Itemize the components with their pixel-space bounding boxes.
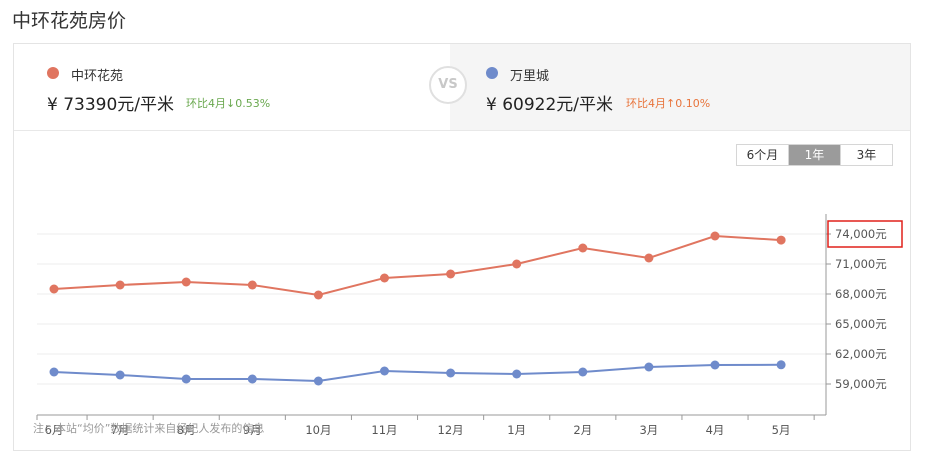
page-title: 中环花苑房价 [12,10,127,32]
data-point [313,376,323,386]
x-tick-label: 4月 [706,423,725,437]
range-3-years-button[interactable]: 3年 [840,145,892,165]
time-range-selector: 6个月 1年 3年 [736,144,893,166]
x-tick-label: 3月 [639,423,658,437]
data-point [313,290,323,300]
right-community-name: 万里城 [510,69,550,84]
comparison-header: 中环花苑 ¥ 73390元/平米 环比4月↓0.53% 万里城 ¥ 60922元… [14,44,910,131]
data-point [710,360,720,370]
y-tick-label: 68,000元 [835,287,887,301]
data-point [181,374,191,384]
data-point [644,362,654,372]
x-tick-label: 11月 [371,423,397,437]
left-community-change: 环比4月↓0.53% [186,97,271,110]
x-tick-label: 9月 [243,423,262,437]
left-community-name: 中环花苑 [71,69,124,84]
data-point [446,368,456,378]
y-tick-label: 74,000元 [835,227,887,241]
data-point [512,259,522,269]
data-point [644,253,654,263]
right-community-change: 环比4月↑0.10% [626,97,711,110]
data-point [115,370,125,380]
x-tick-label: 6月 [45,423,64,437]
data-point [380,366,389,376]
data-point [247,280,257,290]
vs-badge: VS [429,66,467,104]
range-1-year-button[interactable]: 1年 [788,145,840,165]
right-community-price: ¥ 60922元/平米 [486,95,614,115]
data-point [49,284,59,294]
data-point [49,367,59,377]
data-point [578,367,588,377]
data-source-note: 注：本站“均价”数据统计来自经纪人发布的信息 [33,422,265,435]
series-line-0 [53,234,782,297]
x-tick-label: 7月 [111,423,130,437]
price-trend-chart: 59,000元 62,000元 65,000元 68,000元 71,000元 74,00… [36,214,903,437]
data-point [512,369,522,379]
x-tick-label: 8月 [177,423,196,437]
data-point [247,374,257,384]
x-tick-label: 2月 [573,423,592,437]
right-legend-dot [486,67,498,79]
x-tick-label: 5月 [772,423,791,437]
data-point [380,273,389,283]
y-tick-label: 71,000元 [835,257,887,271]
data-point [710,231,720,241]
data-point [776,235,786,245]
price-comparison-card: 中环花苑 ¥ 73390元/平米 环比4月↓0.53% 万里城 ¥ 60922元… [13,43,911,451]
y-tick-label: 59,000元 [835,377,887,391]
right-community-panel: 万里城 ¥ 60922元/平米 环比4月↑0.10% [450,44,910,130]
left-legend-dot [47,67,59,79]
range-6-months-button[interactable]: 6个月 [737,145,788,165]
x-tick-label: 12月 [438,423,464,437]
data-point [578,243,588,253]
y-tick-label: 65,000元 [835,317,887,331]
data-point [776,360,786,370]
data-point [181,277,191,287]
y-tick-label: 62,000元 [835,347,887,361]
left-community-panel: 中环花苑 ¥ 73390元/平米 环比4月↓0.53% [14,44,450,130]
highlighted-tick-box [827,220,903,248]
series-line-1 [53,363,782,383]
x-tick-label: 1月 [507,423,526,437]
data-point [446,269,456,279]
left-community-price: ¥ 73390元/平米 [47,95,175,115]
data-point [115,280,125,290]
x-tick-label: 10月 [305,423,331,437]
